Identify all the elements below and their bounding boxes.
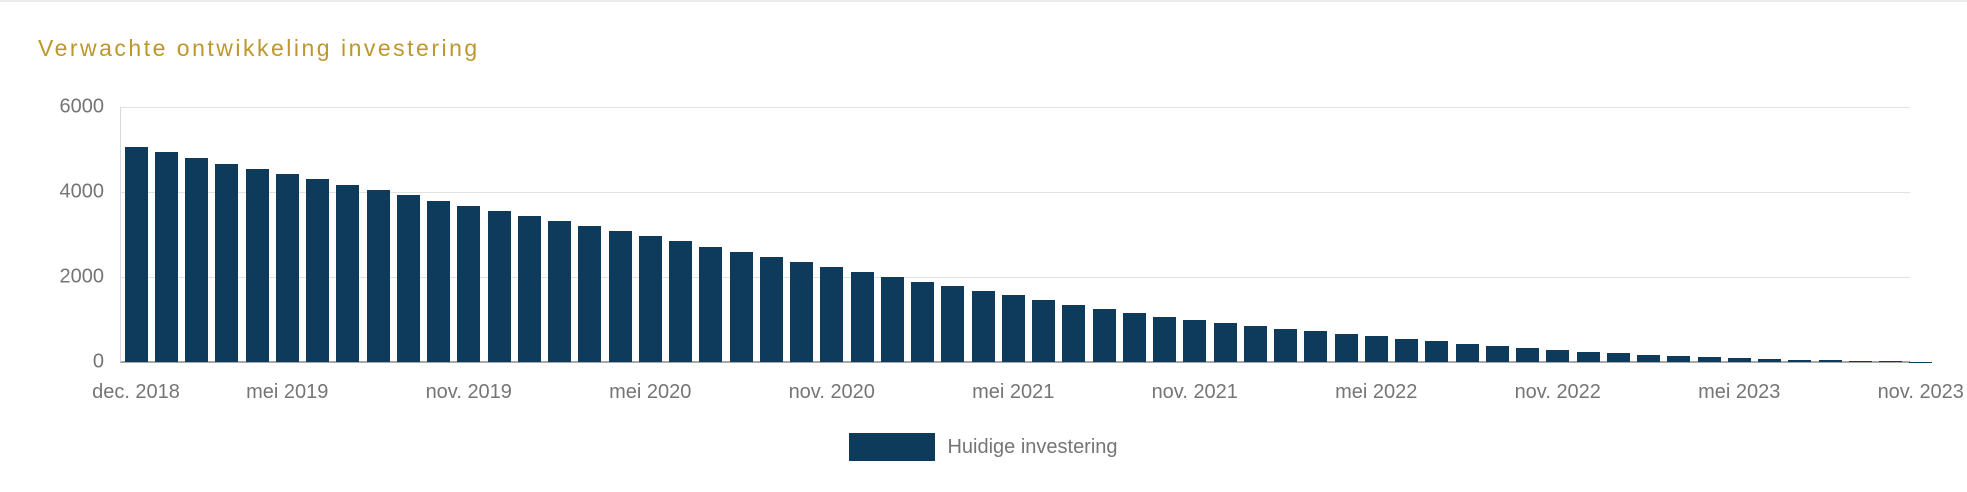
bar — [215, 163, 239, 362]
bar — [457, 205, 481, 362]
legend-label: Huidige investering — [947, 435, 1118, 458]
x-tick-label: mei 2020 — [609, 381, 692, 403]
bar — [1758, 359, 1781, 362]
bar — [1243, 326, 1267, 362]
bar — [608, 230, 632, 362]
bar — [669, 241, 692, 362]
bar — [1183, 320, 1207, 362]
x-axis-line — [120, 361, 1910, 363]
bar — [1879, 361, 1902, 362]
bar — [1304, 331, 1328, 362]
bar — [911, 281, 934, 362]
chart-legend: Huidige investering — [0, 433, 1967, 461]
bar — [185, 158, 208, 362]
bar — [1818, 360, 1842, 362]
bar — [1909, 361, 1933, 362]
bar — [759, 257, 783, 362]
bar — [1546, 349, 1570, 362]
bar — [1334, 333, 1358, 362]
bar — [1455, 343, 1479, 362]
x-tick-label: mei 2023 — [1698, 381, 1781, 403]
bar — [154, 152, 178, 362]
bar — [1516, 347, 1539, 362]
bar — [699, 246, 723, 362]
bar — [396, 194, 420, 362]
bar — [517, 216, 541, 362]
y-axis-line — [120, 107, 121, 362]
x-tick-label: mei 2021 — [972, 381, 1055, 403]
bar — [880, 277, 904, 362]
bar — [336, 184, 360, 362]
bar — [1667, 355, 1691, 362]
gridline — [120, 106, 1910, 108]
bar — [1637, 354, 1660, 362]
y-tick-label: 2000 — [59, 265, 105, 288]
chart-title: Verwachte ontwikkeling investering — [38, 35, 480, 61]
bar — [941, 286, 965, 362]
y-tick-label: 6000 — [59, 95, 105, 118]
bar — [366, 189, 390, 362]
bar — [850, 271, 874, 362]
legend-swatch — [849, 433, 936, 461]
bar — [1032, 300, 1055, 362]
bar — [578, 226, 602, 362]
bar — [729, 251, 753, 362]
gridline — [120, 191, 1910, 193]
bar — [1485, 345, 1509, 362]
x-tick-label: nov. 2023 — [1877, 381, 1964, 403]
gridline — [120, 276, 1910, 278]
bar — [1274, 328, 1297, 362]
bar — [1062, 304, 1086, 362]
bar — [1213, 323, 1237, 362]
bar — [1153, 316, 1176, 362]
bar — [427, 200, 450, 362]
bar — [306, 179, 329, 362]
bar — [1606, 353, 1630, 362]
bar — [1576, 351, 1600, 362]
x-tick-label: nov. 2020 — [788, 381, 875, 403]
x-tick-label: nov. 2021 — [1151, 381, 1238, 403]
bar — [820, 267, 844, 362]
bar — [1425, 341, 1449, 362]
x-tick-label: nov. 2022 — [1514, 381, 1601, 403]
x-tick-label: mei 2019 — [246, 381, 329, 403]
x-tick-label: dec. 2018 — [92, 381, 180, 403]
bar — [1697, 357, 1721, 362]
x-tick-label: mei 2022 — [1335, 381, 1418, 403]
bar — [1364, 336, 1388, 362]
bar — [487, 210, 511, 362]
bar — [1848, 360, 1872, 362]
bar — [638, 235, 662, 362]
bar — [790, 261, 813, 362]
bar — [1122, 312, 1146, 362]
bar — [124, 146, 148, 362]
y-tick-label: 0 — [92, 350, 104, 373]
bar — [548, 220, 571, 362]
x-tick-label: nov. 2019 — [425, 381, 512, 403]
bar — [1788, 359, 1812, 362]
bar — [275, 174, 299, 362]
y-tick-label: 4000 — [59, 180, 105, 203]
bar-chart-plot: 0 2000 4000 6000 dec. 2018 mei 2019 nov. 2019 m… — [0, 2, 1967, 422]
bar — [1727, 358, 1751, 362]
bar — [1092, 308, 1116, 362]
bar — [971, 290, 995, 362]
bar — [1395, 338, 1418, 362]
bar — [1001, 295, 1025, 362]
bar — [245, 169, 269, 362]
